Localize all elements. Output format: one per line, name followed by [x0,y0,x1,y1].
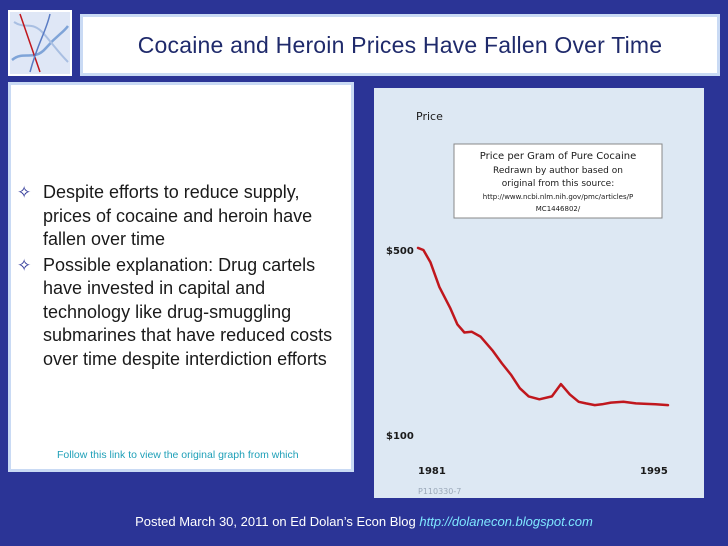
logo [8,10,72,76]
bullet-list: ✧ Despite efforts to reduce supply, pric… [17,181,347,373]
legend-box-title: Price per Gram of Pure Cocaine [480,151,637,162]
follow-link[interactable]: Follow this link to view the original gr… [57,449,299,461]
legend-box-line: original from this source: [502,179,615,189]
y-tick-label: $500 [386,246,414,257]
bullet-text: Despite efforts to reduce supply, prices… [43,182,313,249]
chart-footnote: P110330-7 [418,487,461,496]
legend-box-line: MC1446802/ [536,205,581,213]
blog-link[interactable]: http://dolanecon.blogspot.com [419,514,593,529]
y-tick-label: $100 [386,431,414,442]
price-chart: Price Price per Gram of Pure Cocaine Red… [386,110,670,496]
legend-box-line: Redrawn by author based on [493,166,623,176]
bullet-item: ✧ Possible explanation: Drug cartels hav… [17,254,347,372]
y-axis-label: Price [416,110,443,123]
bullet-text: Possible explanation: Drug cartels have … [43,254,333,369]
text-panel: ✧ Despite efforts to reduce supply, pric… [8,82,354,472]
title-bar: Cocaine and Heroin Prices Have Fallen Ov… [80,14,720,76]
diamond-bullet-icon: ✧ [17,255,32,275]
footer-text: Posted March 30, 2011 on Ed Dolan’s Econ… [135,514,416,529]
x-tick-label: 1981 [418,466,446,477]
price-series-line [416,246,670,407]
legend-box-line: http://www.ncbi.nlm.nih.gov/pmc/articles… [483,193,633,201]
bullet-item: ✧ Despite efforts to reduce supply, pric… [17,181,347,252]
diamond-bullet-icon: ✧ [17,183,32,202]
footer: Posted March 30, 2011 on Ed Dolan’s Econ… [0,514,728,529]
legend-box [453,143,663,219]
slide-title: Cocaine and Heroin Prices Have Fallen Ov… [137,31,663,58]
chart-panel: Price Price per Gram of Pure Cocaine Red… [374,88,704,498]
x-tick-label: 1995 [640,466,668,477]
